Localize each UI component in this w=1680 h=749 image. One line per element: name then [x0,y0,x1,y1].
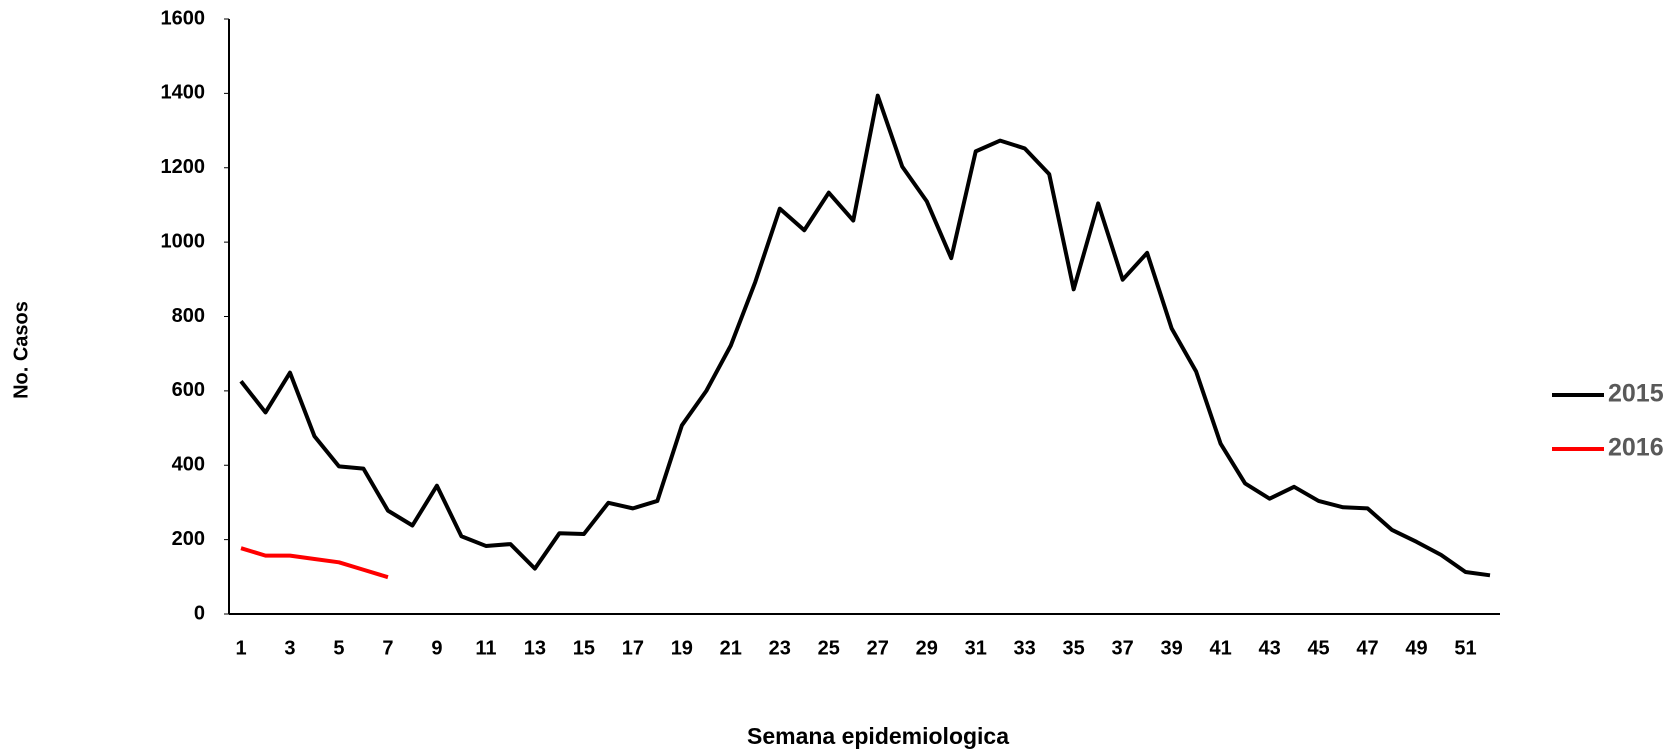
x-tick-label: 41 [1209,637,1231,659]
series-line [240,546,389,580]
y-tick-label: 1600 [161,7,206,29]
x-tick-label: 29 [916,637,938,659]
y-axis-title: No. Casos [10,301,32,399]
x-tick-label: 27 [867,637,889,659]
y-tick-label: 1400 [161,82,206,104]
x-tick-label: 51 [1454,637,1476,659]
x-tick-label: 47 [1356,637,1378,659]
x-tick-label: 31 [965,637,987,659]
y-tick-label: 600 [172,379,205,401]
x-tick-label: 49 [1405,637,1427,659]
x-axis-title: Semana epidemiologica [747,723,1009,749]
x-tick-label: 1 [235,637,246,659]
x-tick-label: 25 [818,637,840,659]
x-tick-label: 45 [1307,637,1329,659]
x-tick-label: 35 [1063,637,1085,659]
x-tick-label: 23 [769,637,791,659]
x-tick-label: 33 [1014,637,1036,659]
x-tick-label: 37 [1112,637,1134,659]
y-tick-label: 200 [172,528,205,550]
y-tick-label: 1000 [161,230,206,252]
x-tick-label: 19 [671,637,693,659]
x-tick-label: 3 [284,637,295,659]
x-tick-label: 17 [622,637,644,659]
x-tick-label: 5 [333,637,344,659]
x-tick-label: 7 [382,637,393,659]
y-tick-label: 1200 [161,156,206,178]
x-tick-label: 15 [573,637,595,659]
legend-label: 2016 [1608,434,1664,462]
y-tick-label: 0 [194,602,205,624]
x-tick-label: 39 [1161,637,1183,659]
y-tick-label: 400 [172,454,205,476]
x-tick-label: 21 [720,637,742,659]
x-tick-label: 11 [475,637,496,659]
x-tick-label: 9 [431,637,442,659]
x-tick-label: 13 [524,637,546,659]
x-tick-label: 43 [1258,637,1280,659]
y-tick-label: 800 [172,305,205,327]
legend-label: 2015 [1608,380,1664,408]
series-line [239,93,1491,578]
